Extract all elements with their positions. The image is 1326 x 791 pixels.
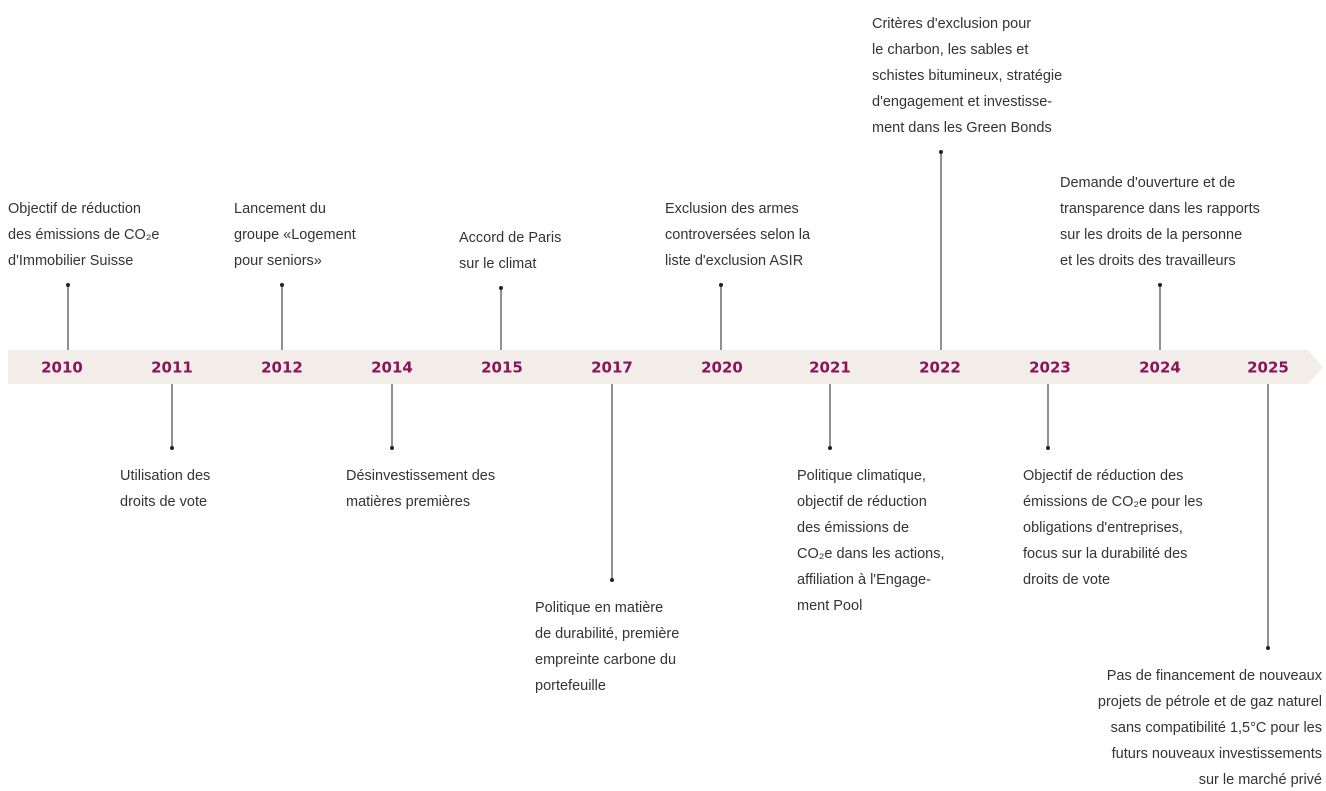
connector-dot <box>719 283 723 287</box>
year-label: 2012 <box>261 359 303 377</box>
event-text: de durabilité, première <box>535 626 679 642</box>
event-text: sur le climat <box>459 256 536 272</box>
event-text: projets de pétrole et de gaz naturel <box>1098 694 1322 710</box>
event-text: Politique climatique, <box>797 468 926 484</box>
event-text: d'engagement et investisse- <box>872 94 1052 110</box>
event-text: Demande d'ouverture et de <box>1060 175 1235 191</box>
year-label: 2014 <box>371 359 413 377</box>
connector-dot <box>499 286 503 290</box>
event-text: focus sur la durabilité des <box>1023 546 1187 562</box>
event-text: schistes bitumineux, stratégie <box>872 68 1062 84</box>
connector-dot <box>1266 646 1270 650</box>
event-text: ment Pool <box>797 598 862 614</box>
event-text: émissions de CO₂e pour les <box>1023 494 1203 510</box>
event-text: portefeuille <box>535 678 606 694</box>
connector-dot <box>280 283 284 287</box>
event-text: matières premières <box>346 494 470 510</box>
event-text: transparence dans les rapports <box>1060 201 1260 217</box>
event-text: Objectif de réduction <box>8 201 141 217</box>
event-text: Politique en matière <box>535 600 663 616</box>
event-text: Lancement du <box>234 201 326 217</box>
event-text: d'Immobilier Suisse <box>8 253 133 269</box>
event-text: des émissions de CO₂e <box>8 227 160 243</box>
year-label: 2024 <box>1139 359 1181 377</box>
year-label: 2017 <box>591 359 633 377</box>
event-text: futurs nouveaux investissements <box>1112 746 1322 762</box>
event-text: affiliation à l'Engage- <box>797 572 931 588</box>
event-text: groupe «Logement <box>234 227 356 243</box>
year-label: 2023 <box>1029 359 1071 377</box>
event-text: liste d'exclusion ASIR <box>665 253 803 269</box>
timeline-band <box>8 350 1323 384</box>
connector-dot <box>1046 446 1050 450</box>
connector-dot <box>1158 283 1162 287</box>
event-text: sur les droits de la personne <box>1060 227 1242 243</box>
year-label: 2022 <box>919 359 961 377</box>
event-text: obligations d'entreprises, <box>1023 520 1183 536</box>
event-text: et les droits des travailleurs <box>1060 253 1236 269</box>
event-text: le charbon, les sables et <box>872 42 1028 58</box>
connector-dot <box>610 578 614 582</box>
year-label: 2020 <box>701 359 743 377</box>
year-label: 2011 <box>151 359 193 377</box>
event-text: pour seniors» <box>234 253 322 269</box>
event-text: sur le marché privé <box>1199 772 1322 788</box>
connector-dot <box>66 283 70 287</box>
connector-dot <box>390 446 394 450</box>
year-label: 2015 <box>481 359 523 377</box>
connector-dot <box>939 150 943 154</box>
event-text: Pas de financement de nouveaux <box>1107 668 1323 684</box>
connector-dot <box>170 446 174 450</box>
year-label: 2021 <box>809 359 851 377</box>
event-text: des émissions de <box>797 520 909 536</box>
event-text: Exclusion des armes <box>665 201 799 217</box>
event-text: CO₂e dans les actions, <box>797 546 944 562</box>
event-text: empreinte carbone du <box>535 652 676 668</box>
event-text: sans compatibilité 1,5°C pour les <box>1111 720 1322 736</box>
event-text: droits de vote <box>120 494 207 510</box>
event-text: Accord de Paris <box>459 230 561 246</box>
event-text: droits de vote <box>1023 572 1110 588</box>
event-text: objectif de réduction <box>797 494 927 510</box>
event-text: controversées selon la <box>665 227 811 243</box>
year-label: 2025 <box>1247 359 1289 377</box>
event-text: Désinvestissement des <box>346 468 495 484</box>
event-text: ment dans les Green Bonds <box>872 120 1052 136</box>
event-text: Utilisation des <box>120 468 210 484</box>
event-text: Critères d'exclusion pour <box>872 16 1031 32</box>
event-text: Objectif de réduction des <box>1023 468 1183 484</box>
year-label: 2010 <box>41 359 83 377</box>
connector-dot <box>828 446 832 450</box>
